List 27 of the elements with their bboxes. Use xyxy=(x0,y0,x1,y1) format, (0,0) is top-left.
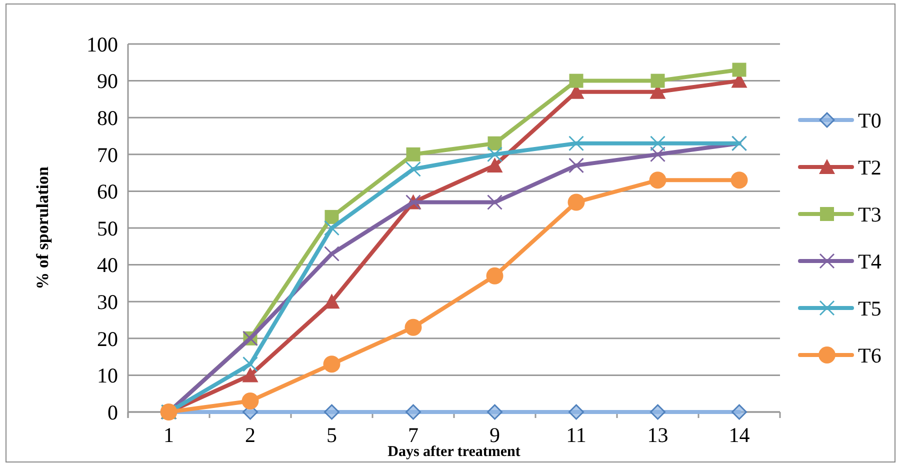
x-tick-label: 1 xyxy=(164,423,174,447)
x-tick-label: 5 xyxy=(326,423,337,447)
x-tick-label: 13 xyxy=(647,423,668,447)
x-tick-label: 2 xyxy=(245,423,256,447)
y-tick-label: 60 xyxy=(97,180,118,204)
legend-label: T6 xyxy=(858,343,882,368)
y-tick-label: 0 xyxy=(108,400,118,424)
legend-label: T5 xyxy=(858,296,882,320)
legend-label: T4 xyxy=(858,249,882,274)
x-tick-label: 9 xyxy=(490,423,500,447)
legend-label: T3 xyxy=(858,202,882,226)
y-tick-label: 40 xyxy=(97,253,118,278)
y-axis-title: % of sporulation xyxy=(33,166,52,290)
y-tick-label: 20 xyxy=(97,326,118,351)
x-tick-label: 7 xyxy=(408,423,418,447)
y-tick-label: 30 xyxy=(97,290,118,314)
y-tick-label: 100 xyxy=(86,32,118,56)
legend-label: T2 xyxy=(858,155,882,180)
y-tick-label: 90 xyxy=(97,69,118,94)
y-tick-label: 50 xyxy=(97,216,118,240)
legend-label: T0 xyxy=(858,108,882,132)
x-axis-title: Days after treatment xyxy=(388,444,520,460)
x-tick-label: 14 xyxy=(728,423,750,447)
y-tick-label: 70 xyxy=(97,142,118,167)
y-tick-label: 80 xyxy=(97,106,118,130)
y-tick-label: 10 xyxy=(97,364,118,388)
x-tick-label: 11 xyxy=(566,423,586,447)
